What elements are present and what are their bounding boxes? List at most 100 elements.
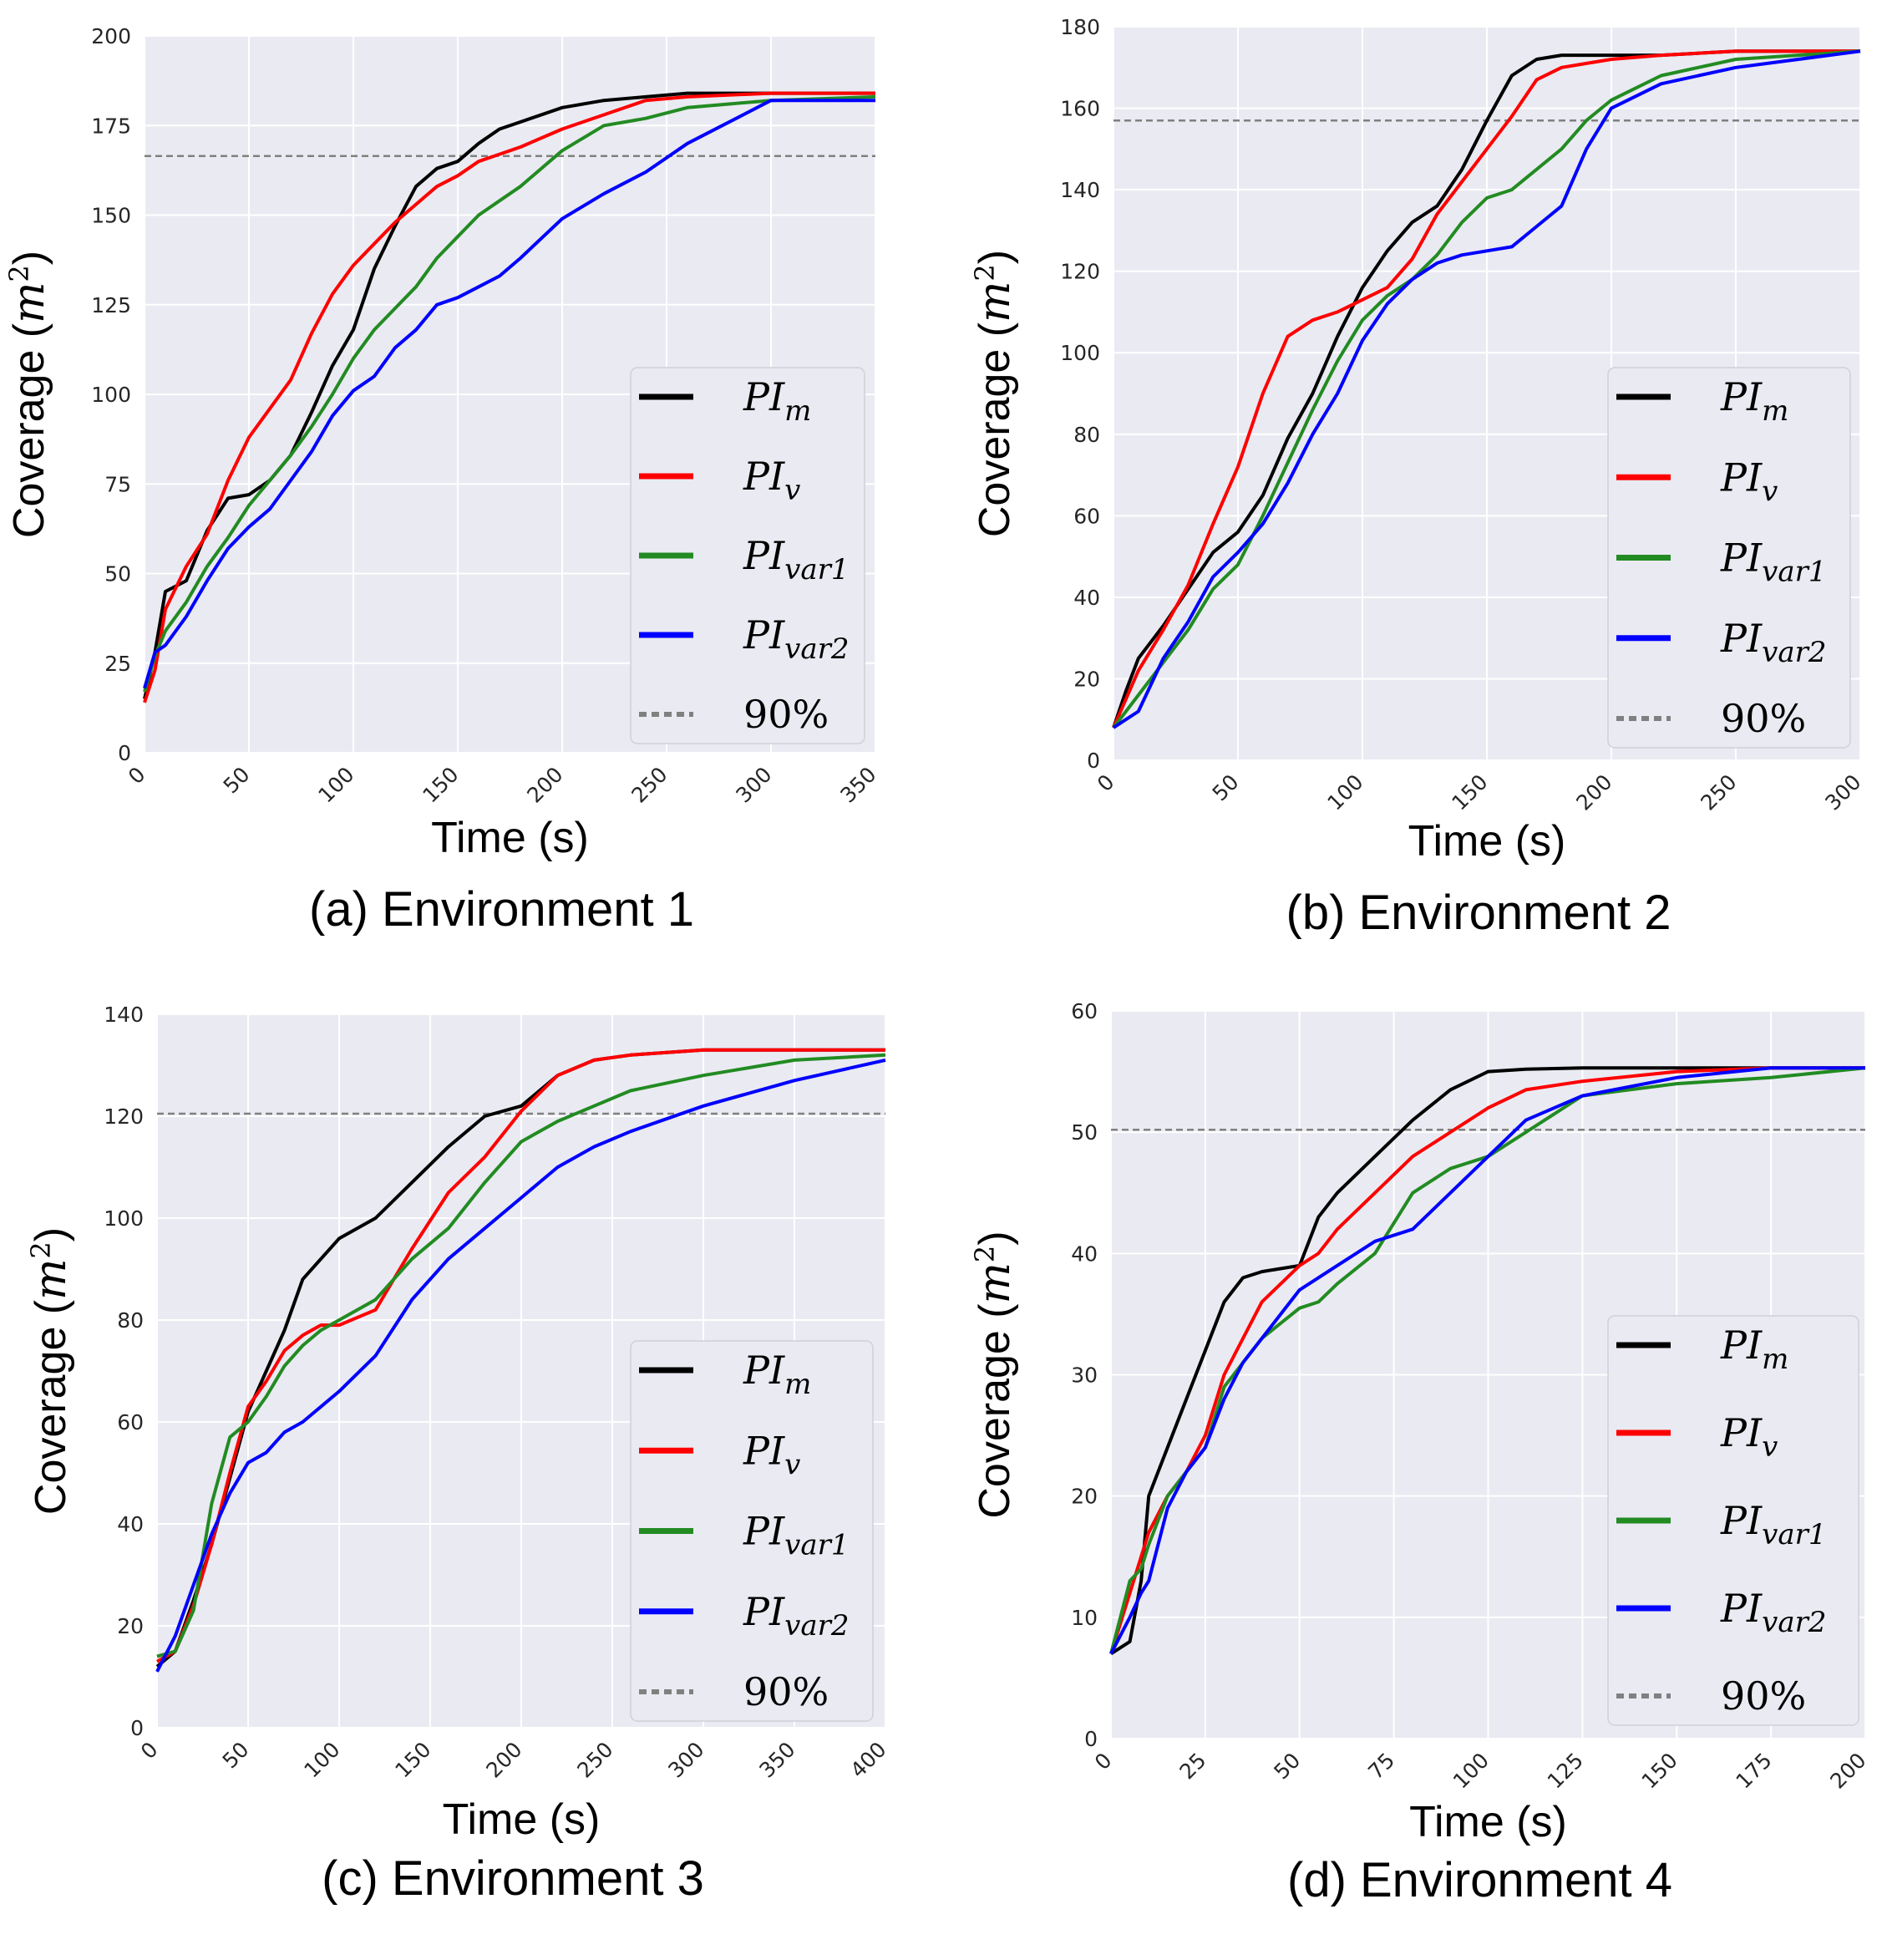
x-tick-label: 150 (1637, 1748, 1682, 1793)
legend-label: PIv (743, 1428, 800, 1481)
y-tick-label: 75 (104, 472, 131, 496)
y-tick-label: 80 (117, 1308, 144, 1333)
x-tick-label: 300 (1820, 769, 1865, 815)
y-tick-label: 175 (91, 114, 131, 138)
legend-label: 90% (743, 692, 829, 737)
y-axis-label-part: ) (971, 250, 1019, 264)
y-tick-label: 125 (91, 293, 131, 317)
x-tick-label: 400 (845, 1737, 890, 1782)
x-tick-label: 350 (835, 762, 880, 807)
y-tick-label: 20 (117, 1614, 144, 1638)
legend-label: PIvar2 (1720, 616, 1827, 669)
legend-label-sub: var1 (784, 1529, 849, 1562)
y-tick-label: 10 (1071, 1606, 1098, 1630)
legend-label-main: PI (743, 1589, 785, 1634)
legend-label-sub: m (1762, 1343, 1788, 1376)
x-axis-label: Time (s) (431, 814, 589, 862)
y-tick-label: 150 (91, 204, 131, 228)
legend-label-main: PI (743, 1428, 785, 1473)
series-line-pi-var1 (1109, 1066, 1866, 1654)
legend-label-sub: v (1762, 1430, 1778, 1464)
x-tick-label: 25 (1174, 1748, 1210, 1784)
legend-label-sub: var2 (1762, 636, 1826, 669)
panel-caption: (a) Environment 1 (309, 882, 694, 937)
legend-label: PIvar2 (743, 612, 850, 666)
series-line-pi-var2 (1112, 49, 1861, 729)
y-tick-label: 140 (104, 1003, 144, 1027)
series-line-pi-var1 (143, 94, 876, 693)
x-tick-label: 200 (1571, 769, 1616, 815)
legend-label: PIm (743, 1348, 811, 1401)
y-axis-label-part: m (970, 1262, 1020, 1303)
legend-box (1607, 1315, 1859, 1726)
series-line-pi-var1 (1112, 49, 1861, 729)
y-tick-label: 40 (1071, 1242, 1098, 1266)
x-tick-label: 200 (1825, 1748, 1870, 1793)
y-axis-label-part: Coverage ( (971, 1303, 1019, 1519)
legend-label-main: PI (743, 1509, 785, 1554)
legend-label-sub: m (784, 1368, 811, 1401)
x-tick-label: 0 (136, 1737, 163, 1764)
x-tick-label: 50 (219, 762, 255, 798)
y-tick-label: 20 (1071, 1485, 1098, 1509)
legend-label: 90% (1721, 696, 1806, 741)
legend-label: PIm (743, 374, 811, 428)
y-tick-label: 160 (1060, 97, 1100, 121)
y-axis-label-part: 2 (969, 264, 1001, 281)
legend-box (1607, 367, 1851, 749)
x-axis-label: Time (s) (1409, 1798, 1567, 1846)
y-tick-label: 40 (117, 1512, 144, 1536)
y-tick-label: 50 (104, 562, 131, 586)
x-tick-label: 150 (390, 1737, 435, 1782)
y-tick-label: 0 (118, 741, 131, 765)
series-line-pi-m (1109, 1066, 1865, 1656)
x-tick-label: 250 (1696, 769, 1741, 815)
legend-label-main: PI (1720, 616, 1763, 661)
y-tick-label: 140 (1060, 178, 1100, 202)
legend-box (630, 1340, 874, 1722)
legend-label-sub: v (784, 474, 800, 507)
y-tick-label: 60 (117, 1410, 144, 1434)
legend-label-sub: var2 (1762, 1606, 1826, 1639)
legend-label-sub: var1 (1762, 556, 1826, 589)
x-tick-label: 100 (313, 762, 358, 807)
y-tick-label: 100 (91, 383, 131, 407)
x-tick-label: 350 (754, 1737, 799, 1782)
series-line-pi-m (1112, 49, 1860, 729)
y-tick-label: 30 (1071, 1363, 1098, 1388)
x-tick-label: 50 (1208, 769, 1244, 805)
x-axis-label: Time (s) (1408, 817, 1566, 866)
x-tick-label: 75 (1363, 1748, 1399, 1784)
y-tick-label: 180 (1060, 15, 1100, 39)
panel-caption: (d) Environment 4 (1287, 1853, 1672, 1907)
y-tick-label: 20 (1073, 667, 1100, 691)
legend-label-sub: var2 (784, 632, 849, 666)
legend-label: PIvar2 (1720, 1586, 1827, 1639)
series-line-pi-var2 (155, 1058, 886, 1673)
legend-label: PIvar2 (743, 1589, 850, 1643)
legend-label-main: PI (743, 533, 785, 578)
legend-label-main: PI (743, 454, 785, 499)
series-line-pi-v (1109, 1066, 1865, 1654)
x-tick-label: 50 (218, 1737, 254, 1773)
x-tick-label: 100 (1448, 1748, 1494, 1793)
x-tick-label: 150 (418, 762, 463, 807)
legend-label: PIvar1 (1720, 1498, 1827, 1551)
panel-4: 0 25 50 75 100 125 150 175 2000102030405060PImPI… (969, 999, 1871, 1907)
series-line-pi-v (143, 91, 875, 703)
x-tick-label: 100 (299, 1737, 344, 1782)
y-axis-label: Coverage (m2) (3, 251, 54, 538)
x-tick-label: 300 (663, 1737, 708, 1782)
y-axis-label-part: 2 (25, 1242, 57, 1258)
y-axis-label-part: ) (27, 1227, 75, 1242)
legend-label-main: PI (743, 612, 785, 658)
y-axis-label-part: m (970, 282, 1020, 322)
series-line-pi-var2 (143, 99, 875, 689)
x-tick-label: 175 (1731, 1748, 1776, 1793)
x-tick-label: 125 (1543, 1748, 1588, 1793)
y-tick-label: 80 (1073, 423, 1100, 447)
